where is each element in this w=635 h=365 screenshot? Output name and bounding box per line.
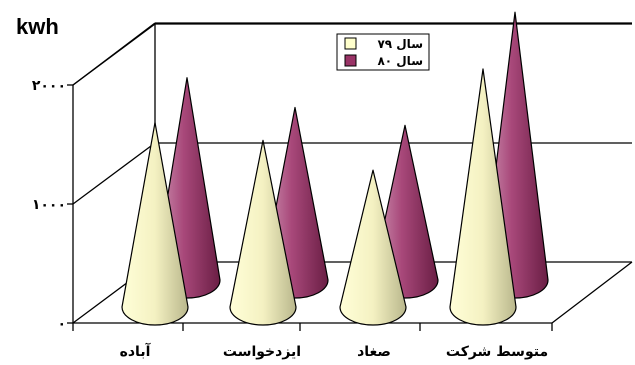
category-label: صغاد <box>357 344 391 360</box>
cones <box>121 11 549 326</box>
category-label: ایزدخواست <box>223 344 301 360</box>
cone-1-0 <box>229 139 297 326</box>
floor-right-edge <box>551 261 633 324</box>
category-label: متوسط شرکت <box>446 344 548 360</box>
category-label: آباده <box>120 342 152 360</box>
gridlines <box>72 23 632 205</box>
legend-label-79: سال ۷۹ <box>377 37 423 51</box>
legend-label-80: سال ۸۰ <box>377 54 423 68</box>
y-tick-label: ۰ <box>57 316 66 332</box>
cone-body <box>229 139 297 326</box>
cone-3-0 <box>449 68 517 326</box>
y-tick-label: ۱۰۰۰ <box>32 197 66 213</box>
gridline-side <box>72 142 156 205</box>
unit-label: kwh <box>16 14 59 39</box>
legend: سال ۷۹ سال ۸۰ <box>336 33 430 71</box>
gridline-side <box>72 23 156 86</box>
category-labels: آباده ایزدخواست صغاد متوسط شرکت <box>72 323 553 360</box>
legend-swatch-80 <box>344 54 357 67</box>
cone-body <box>121 121 189 326</box>
y-axis-ticks: ۰ ۱۰۰۰ ۲۰۰۰ <box>32 78 73 332</box>
cone-0-0 <box>121 121 189 326</box>
cone-2-0 <box>339 169 407 326</box>
cone-body <box>339 169 407 326</box>
cone-body <box>449 68 517 326</box>
legend-swatch-79 <box>344 37 357 50</box>
y-tick-label: ۲۰۰۰ <box>32 78 66 94</box>
